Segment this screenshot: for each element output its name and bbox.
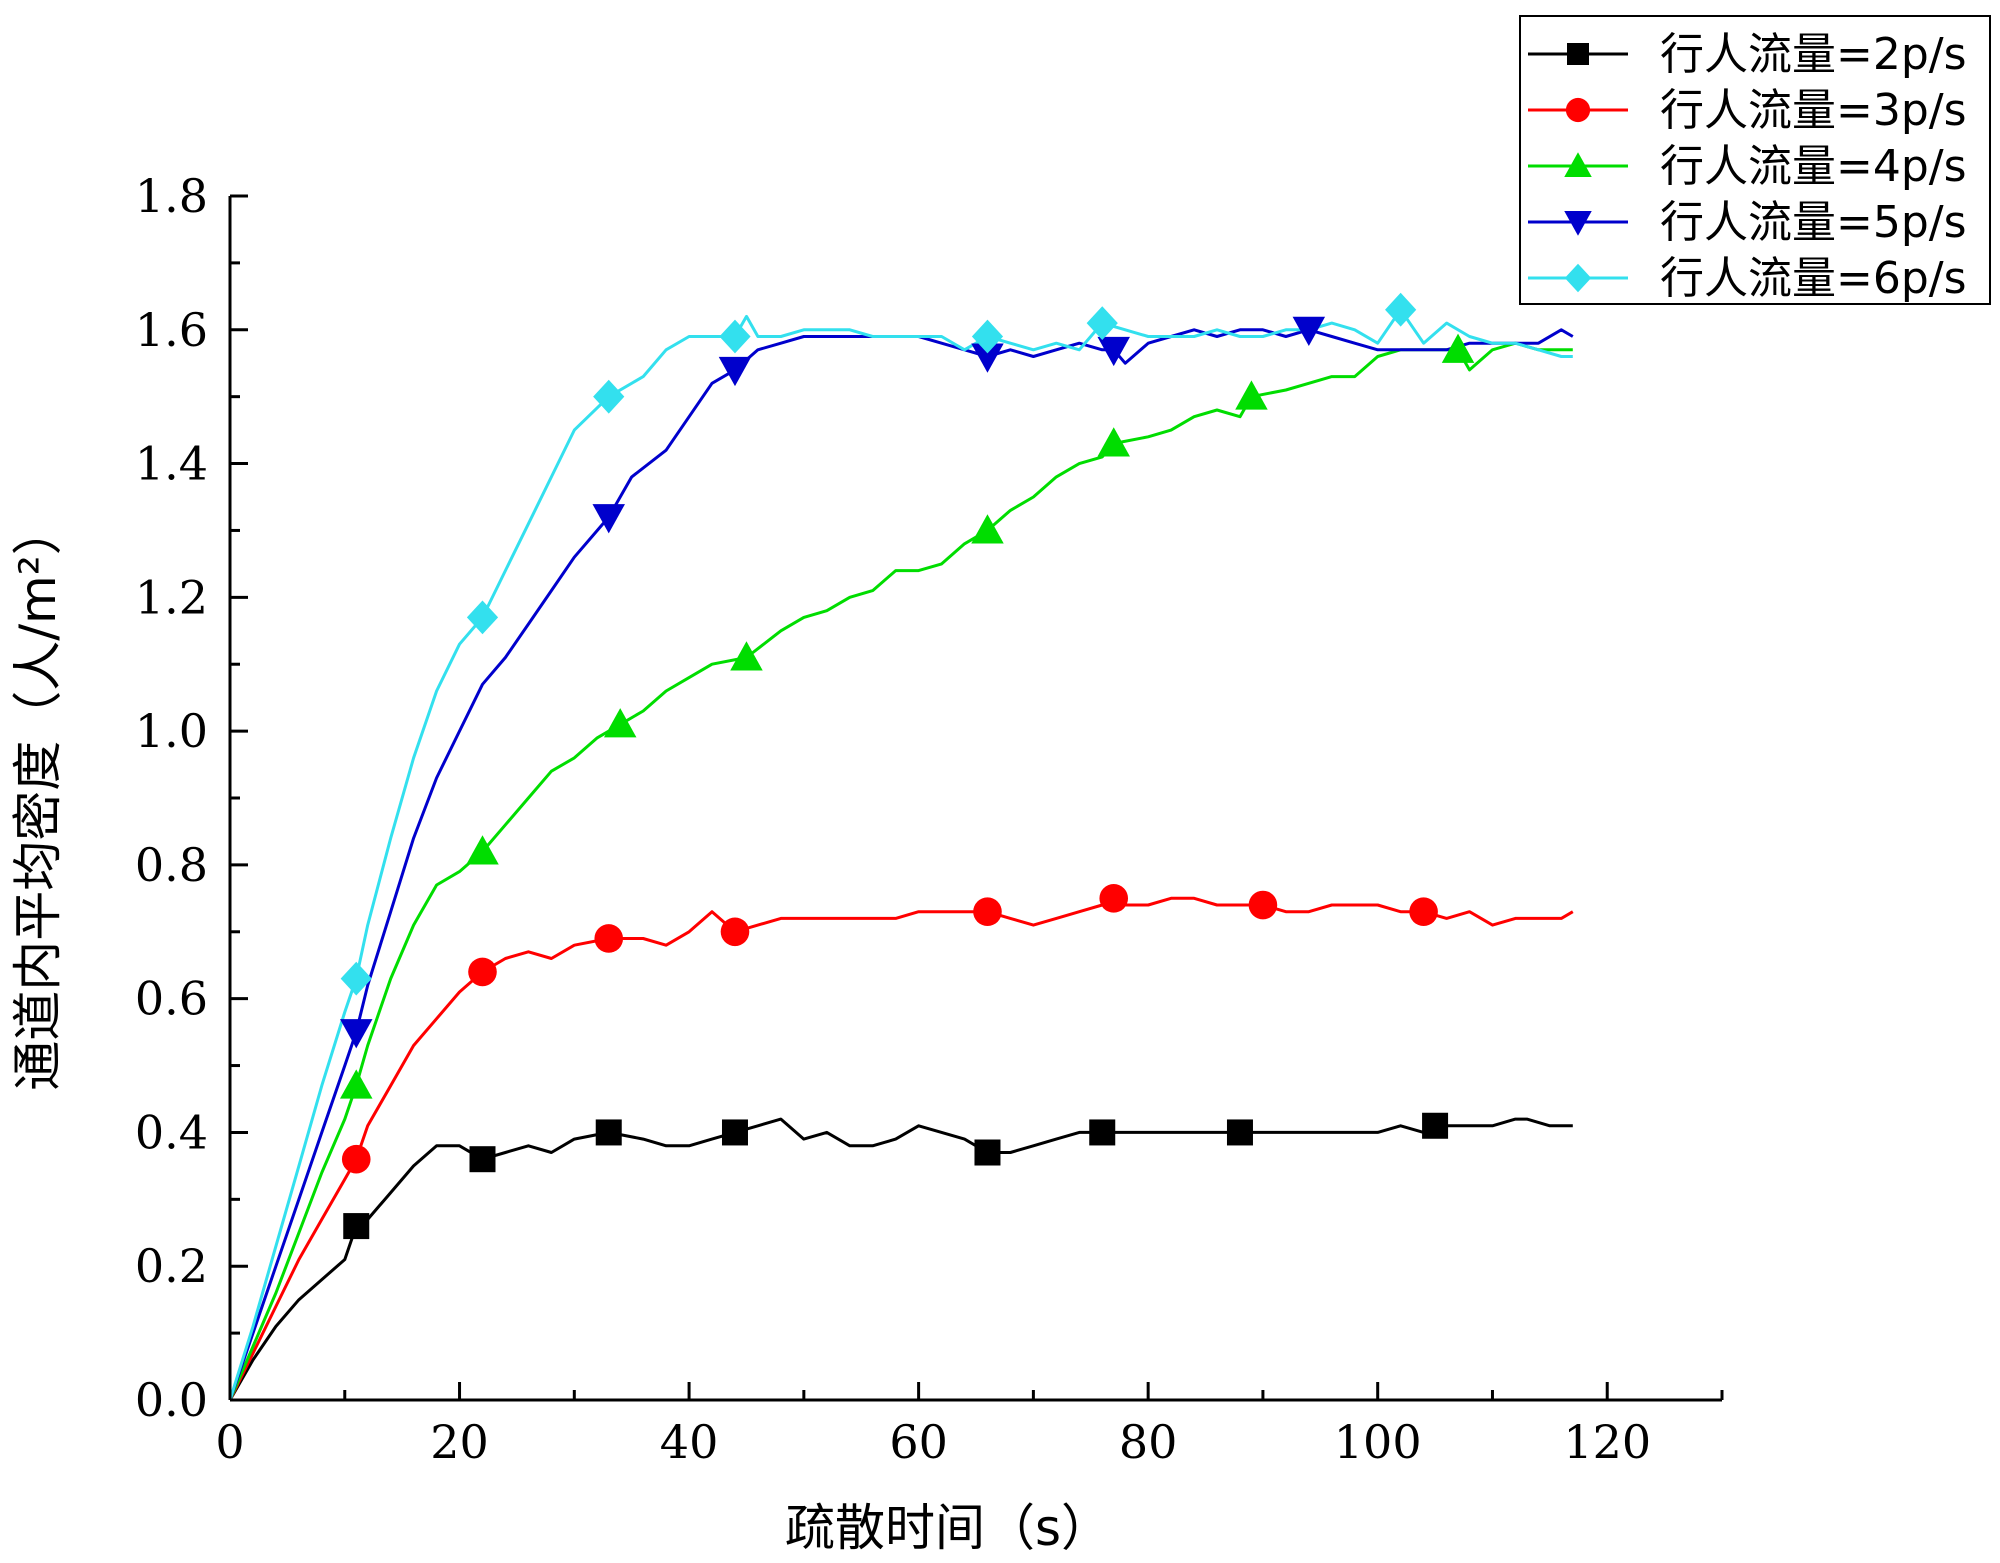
series-3-marker (1235, 380, 1268, 410)
series-2-marker (1409, 897, 1438, 927)
series-2-marker (468, 957, 497, 987)
series-1-marker (1422, 1112, 1449, 1139)
x-tick-label: 20 (430, 1415, 489, 1469)
y-tick-label: 0.4 (135, 1105, 208, 1159)
series-1-marker (721, 1119, 748, 1146)
legend-label: 行人流量=3p/s (1660, 85, 1967, 136)
series-line-1 (228, 1117, 1573, 1401)
series-2-marker (720, 917, 750, 947)
series-5-marker (1086, 306, 1118, 340)
series-3-marker (1441, 333, 1475, 363)
x-tick-label: 0 (215, 1415, 244, 1469)
legend-marker (1565, 97, 1591, 123)
legend: 行人流量=2p/s行人流量=3p/s行人流量=4p/s行人流量=5p/s行人流量… (1519, 15, 1991, 305)
series-line-3 (228, 341, 1573, 1401)
x-tick-label: 120 (1563, 1415, 1651, 1469)
series-4-marker (592, 504, 625, 534)
series-5-marker (593, 379, 625, 414)
series-4-marker (718, 356, 752, 387)
series-1-marker (595, 1119, 622, 1146)
series-line-2 (228, 896, 1574, 1401)
legend-marker (1564, 152, 1592, 177)
series-1-marker (1226, 1119, 1253, 1146)
x-tick-label: 100 (1334, 1415, 1422, 1469)
y-tick-label: 1.8 (135, 169, 208, 223)
x-axis (228, 1382, 1724, 1402)
legend-label: 行人流量=2p/s (1660, 29, 1967, 80)
y-tick-label: 1.0 (135, 704, 208, 758)
series-5-marker (340, 961, 372, 996)
series-1-marker (343, 1213, 370, 1240)
legend-marker (1564, 211, 1592, 236)
series-2-marker (1248, 890, 1278, 920)
y-tick-label: 1.6 (135, 303, 208, 357)
y-tick-label: 0.0 (135, 1373, 208, 1427)
x-tick-label: 80 (1119, 1415, 1178, 1469)
series-2-marker (1099, 884, 1129, 913)
series-4-marker (971, 343, 1004, 373)
series-3-marker (466, 835, 499, 865)
series-line-5 (228, 308, 1573, 1401)
series-1-marker (974, 1139, 1001, 1166)
legend-label: 行人流量=5p/s (1660, 197, 1967, 248)
y-tick-label: 0.6 (135, 972, 208, 1026)
y-tick-label: 1.2 (135, 570, 208, 624)
y-tick-label: 0.8 (135, 838, 208, 892)
y-tick-label: 1.4 (135, 437, 208, 491)
series-3-marker (339, 1069, 373, 1099)
legend-marker (1567, 43, 1589, 65)
series-4-marker (1097, 336, 1130, 367)
legend-box (1519, 15, 1991, 305)
x-tick-label: 40 (660, 1415, 719, 1469)
plot-lines (228, 308, 1574, 1401)
series-2-marker (973, 897, 1002, 927)
legend-marker (1564, 263, 1592, 293)
series-1-marker (469, 1146, 496, 1173)
y-tick-label: 0.2 (135, 1239, 208, 1293)
y-axis (228, 194, 248, 1402)
series-5-marker (1385, 292, 1417, 327)
legend-label: 行人流量=6p/s (1660, 253, 1967, 304)
series-4-marker (339, 1019, 373, 1049)
plot-markers (339, 292, 1475, 1240)
series-2-marker (594, 924, 624, 953)
series-2-marker (341, 1144, 371, 1174)
series-3-marker (603, 708, 637, 738)
series-3-marker (971, 514, 1004, 544)
series-3-marker (1097, 427, 1130, 457)
series-1-marker (1089, 1119, 1116, 1146)
series-5-marker (466, 600, 499, 635)
x-axis-title: 疏散时间（s） (785, 1499, 1111, 1557)
x-tick-label: 60 (889, 1415, 948, 1469)
series-line-4 (228, 328, 1574, 1401)
series-4-marker (1292, 316, 1326, 347)
y-tick-labels: 0.0 0.2 0.4 0.6 0.8 1.0 1.2 1.4 1.6 1.8 (135, 169, 208, 1427)
legend-label: 行人流量=4p/s (1660, 141, 1967, 192)
series-3-marker (730, 641, 763, 671)
series-5-marker (971, 319, 1004, 354)
series-5-marker (719, 319, 751, 354)
x-tick-labels: 0 20 40 60 80 100 120 (215, 1415, 1651, 1469)
y-axis-title: 通道内平均密度（人/m²） (9, 505, 67, 1091)
